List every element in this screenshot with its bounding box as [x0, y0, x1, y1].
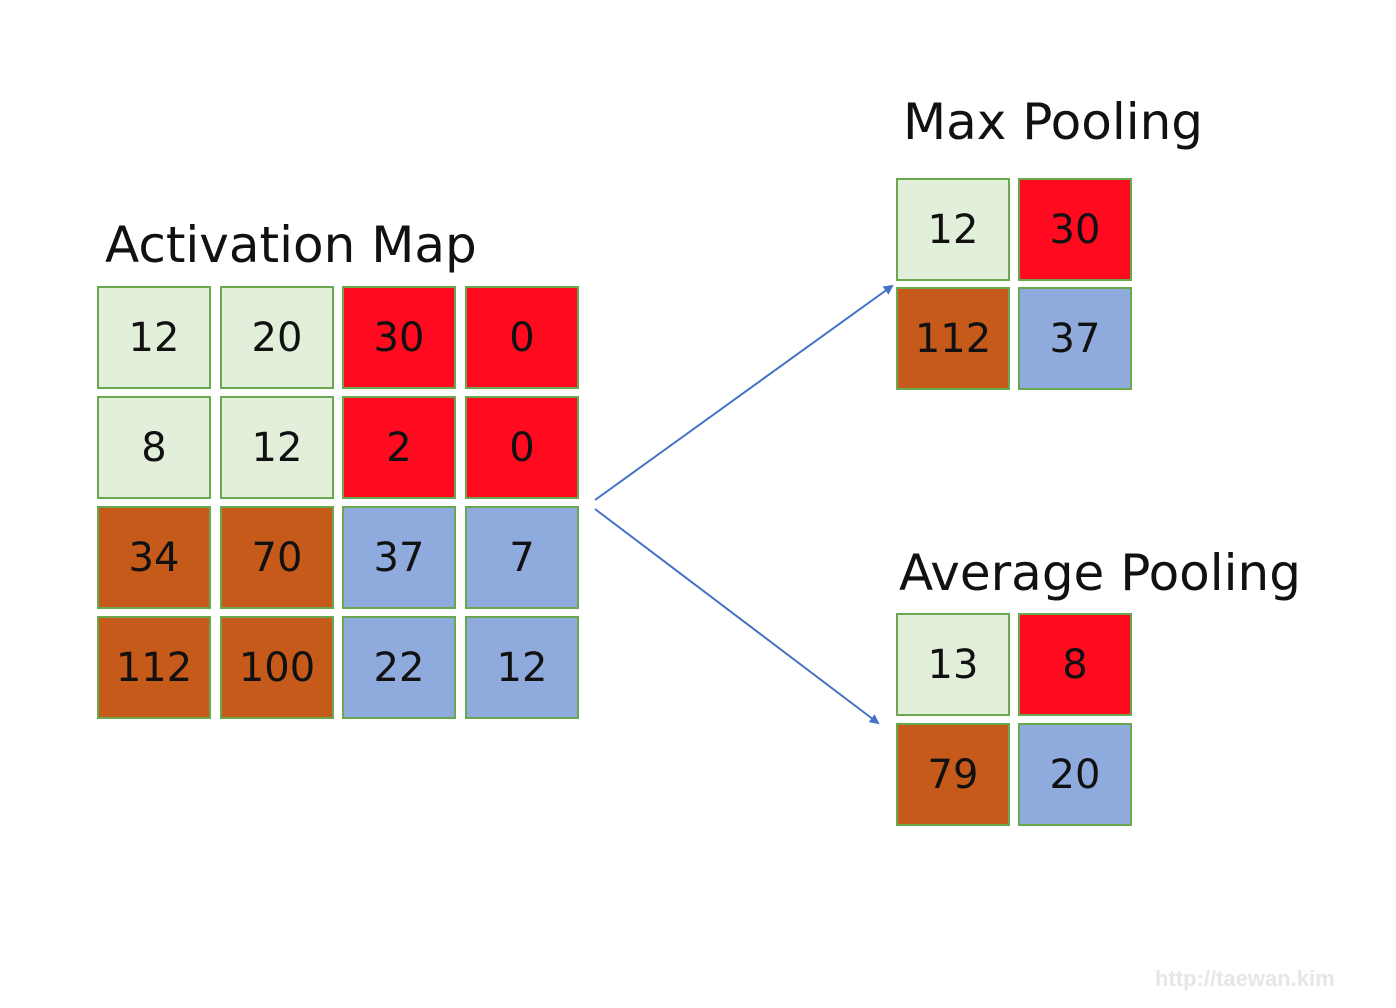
- watermark: http://taewan.kim: [1155, 966, 1335, 991]
- activation-cell: 37: [342, 506, 456, 609]
- arrow-to-average-pooling: [594, 508, 880, 725]
- activation-cell: 12: [465, 616, 579, 719]
- activation-cell: 112: [97, 616, 211, 719]
- activation-cell: 30: [342, 286, 456, 389]
- max-pooling-cell: 37: [1018, 287, 1132, 390]
- activation-cell: 20: [220, 286, 334, 389]
- activation-cell: 7: [465, 506, 579, 609]
- activation-cell: 70: [220, 506, 334, 609]
- max-pooling-cell: 30: [1018, 178, 1132, 281]
- arrow-to-max-pooling: [594, 284, 894, 501]
- activation-cell: 34: [97, 506, 211, 609]
- activation-map-title: Activation Map: [105, 216, 477, 274]
- activation-cell: 8: [97, 396, 211, 499]
- average-pooling-cell: 20: [1018, 723, 1132, 826]
- max-pooling-cell: 12: [896, 178, 1010, 281]
- activation-cell: 0: [465, 286, 579, 389]
- activation-cell: 2: [342, 396, 456, 499]
- activation-cell: 22: [342, 616, 456, 719]
- average-pooling-cell: 8: [1018, 613, 1132, 716]
- activation-cell: 12: [220, 396, 334, 499]
- activation-cell: 100: [220, 616, 334, 719]
- max-pooling-cell: 112: [896, 287, 1010, 390]
- average-pooling-cell: 13: [896, 613, 1010, 716]
- activation-cell: 0: [465, 396, 579, 499]
- average-pooling-cell: 79: [896, 723, 1010, 826]
- max-pooling-title: Max Pooling: [903, 93, 1204, 151]
- average-pooling-title: Average Pooling: [899, 544, 1301, 602]
- activation-cell: 12: [97, 286, 211, 389]
